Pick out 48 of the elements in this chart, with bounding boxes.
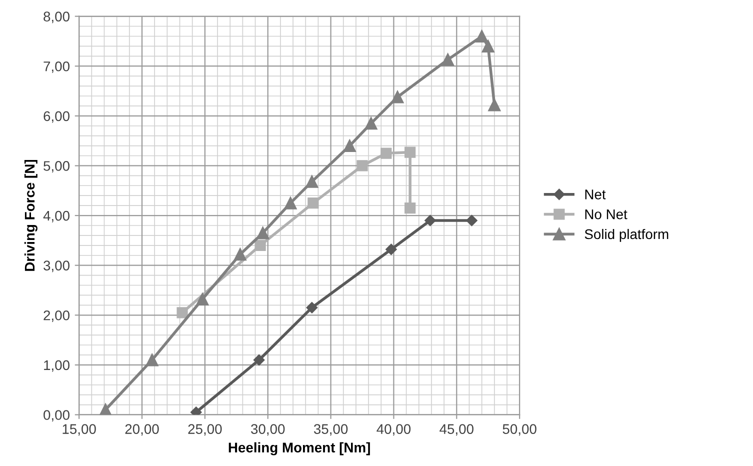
- x-tick-label: 15,00: [62, 424, 96, 436]
- point: [356, 160, 368, 172]
- point: [482, 40, 494, 52]
- point: [364, 117, 378, 130]
- point: [306, 175, 318, 188]
- point: [380, 148, 392, 159]
- legend-label: Solid platform: [584, 228, 668, 242]
- point: [176, 307, 188, 318]
- point: [424, 214, 436, 226]
- x-tick-label: 30,00: [251, 424, 285, 436]
- point: [306, 302, 318, 314]
- point: [442, 53, 454, 66]
- point: [196, 292, 209, 306]
- point: [404, 202, 416, 214]
- point: [476, 30, 488, 42]
- point: [284, 196, 297, 210]
- y-tick-label: 1,00: [44, 360, 70, 372]
- y-tick-label: 7,00: [44, 61, 70, 73]
- x-tick-label: 50,00: [502, 424, 536, 436]
- point: [404, 146, 416, 158]
- x-tick-label: 45,00: [440, 424, 474, 436]
- point: [256, 226, 270, 240]
- point: [466, 214, 478, 226]
- x-tick-label: 25,00: [188, 424, 222, 436]
- y-tick-label: 3,00: [44, 260, 70, 272]
- point: [391, 90, 404, 104]
- point: [386, 244, 397, 255]
- y-tick-label: 4,00: [43, 210, 70, 222]
- y-tick-label: 0,00: [44, 410, 70, 422]
- x-tick-label: 40,00: [376, 424, 411, 436]
- y-tick-label: 8,00: [44, 12, 70, 24]
- legend-label: No Net: [585, 210, 628, 220]
- point: [343, 140, 356, 152]
- y-axis-title: Driving Force [N]: [24, 160, 38, 271]
- x-tick-label: 20,00: [125, 424, 159, 436]
- legend-label: Net: [585, 190, 606, 200]
- y-tick-label: 6,00: [44, 111, 70, 123]
- point: [234, 248, 246, 261]
- point: [254, 240, 266, 251]
- x-axis-title: Heeling Moment [Nm]: [228, 442, 370, 456]
- point: [253, 354, 265, 366]
- point: [488, 98, 501, 112]
- point: [146, 354, 158, 366]
- point: [99, 404, 112, 415]
- y-tick-label: 5,00: [44, 161, 70, 173]
- x-tick-label: 35,00: [314, 424, 348, 436]
- y-tick-label: 2,00: [44, 310, 70, 322]
- point: [308, 198, 319, 209]
